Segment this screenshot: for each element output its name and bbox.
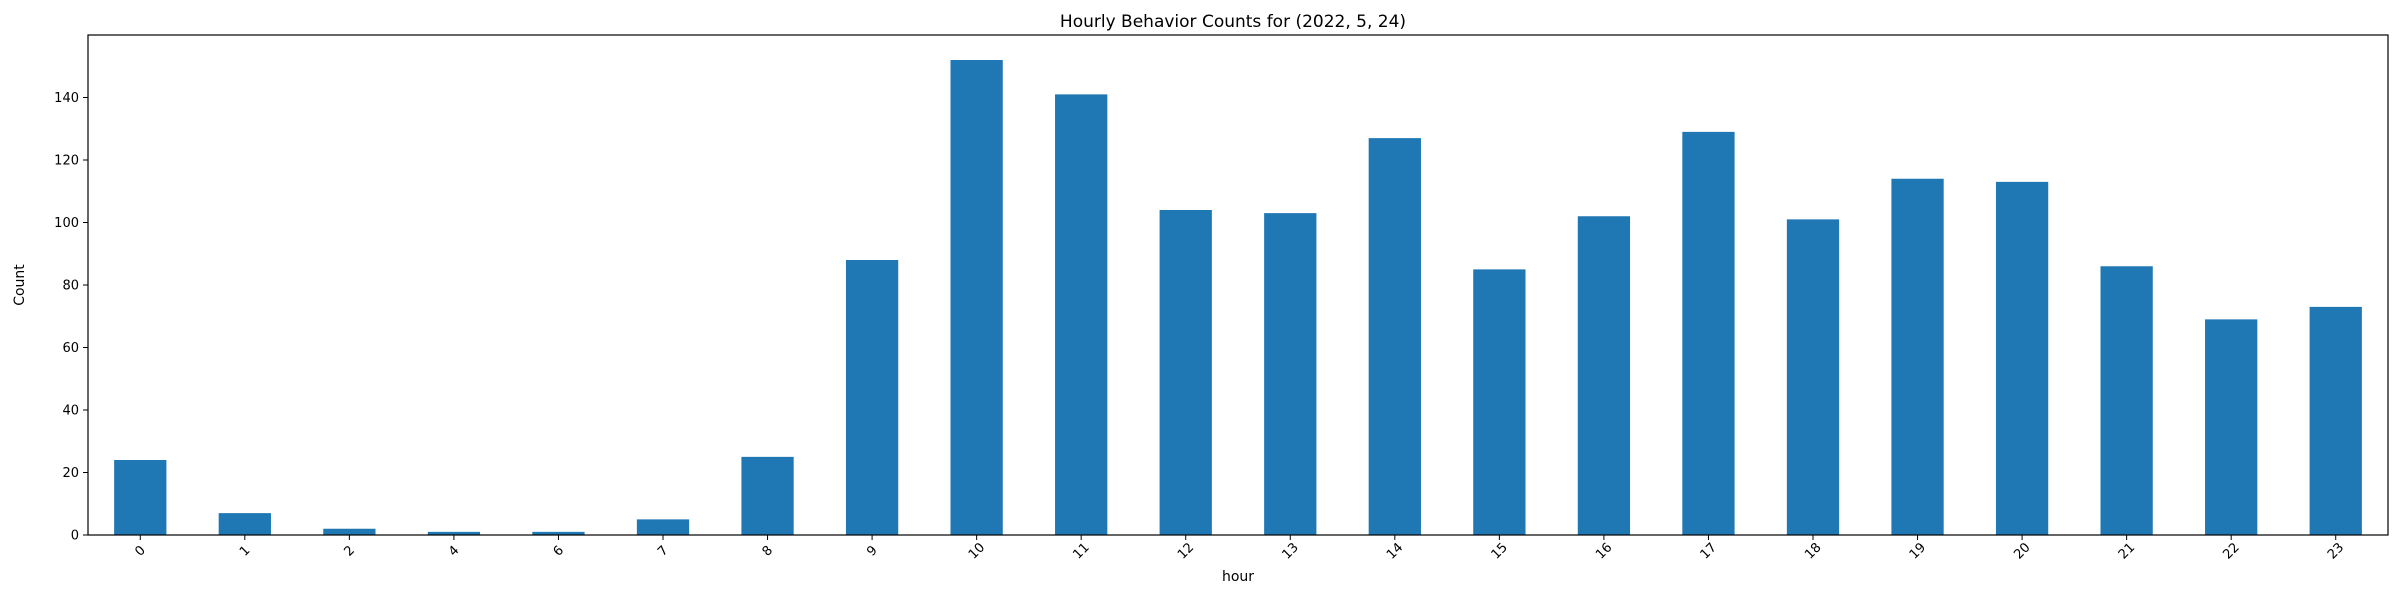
bar-hour-1 xyxy=(218,513,271,535)
bar-hour-19 xyxy=(1891,178,1944,535)
x-tick-label: 10 xyxy=(966,540,988,562)
bar-hour-6 xyxy=(532,531,585,535)
plot-area xyxy=(114,60,2362,535)
x-tick-label: 12 xyxy=(1175,540,1197,562)
y-tick-label: 0 xyxy=(71,529,79,544)
bar-hour-18 xyxy=(1786,219,1840,535)
x-axis-label: hour xyxy=(1222,569,1254,585)
x-tick-label: 7 xyxy=(655,543,671,559)
bar-hour-10 xyxy=(950,60,1003,535)
x-tick-label: 18 xyxy=(1802,540,1824,562)
bar-hour-13 xyxy=(1264,213,1317,535)
x-tick-label: 21 xyxy=(2116,540,2138,562)
x-tick-label: 16 xyxy=(1593,540,1615,562)
bar-hour-12 xyxy=(1159,210,1212,535)
x-tick-label: 22 xyxy=(2220,540,2242,562)
x-tick-label: 9 xyxy=(864,543,880,559)
x-tick-label: 4 xyxy=(446,543,462,559)
x-tick-label: 20 xyxy=(2011,540,2033,562)
x-tick-label: 13 xyxy=(1279,540,1301,562)
bar-hour-7 xyxy=(636,519,690,535)
bar-hour-2 xyxy=(323,528,376,535)
y-tick-label: 20 xyxy=(62,466,79,481)
x-tick-label: 17 xyxy=(1698,540,1720,562)
x-tick-label: 6 xyxy=(551,543,567,559)
y-tick-label: 100 xyxy=(54,216,79,231)
y-tick-label: 80 xyxy=(62,279,79,294)
bar-hour-15 xyxy=(1473,269,1526,535)
y-axis-label: Count xyxy=(12,264,28,306)
x-tick-label: 1 xyxy=(237,543,253,559)
bar-hour-14 xyxy=(1368,138,1421,535)
x-axis-ticks: 0 1 2 4 6 7 8 9 10 11 12 13 14 15 16 17 18 19 20 21 22 23 xyxy=(132,535,2347,563)
bar-hour-22 xyxy=(2205,319,2258,535)
y-tick-label: 60 xyxy=(62,341,79,356)
bar-hour-8 xyxy=(741,456,794,535)
bar-hour-21 xyxy=(2100,266,2153,535)
bar-hour-17 xyxy=(1682,131,1735,535)
y-tick-label: 120 xyxy=(54,154,79,169)
x-tick-label: 8 xyxy=(760,543,776,559)
x-tick-label: 0 xyxy=(132,543,148,559)
chart-title: Hourly Behavior Counts for (2022, 5, 24) xyxy=(1060,12,1406,32)
bar-hour-11 xyxy=(1055,94,1108,535)
x-tick-label: 11 xyxy=(1070,540,1092,562)
y-tick-label: 140 xyxy=(54,91,79,106)
x-tick-label: 23 xyxy=(2325,540,2347,562)
bar-hour-23 xyxy=(2309,306,2362,535)
bar-hour-20 xyxy=(1995,181,2049,535)
bar-hour-9 xyxy=(845,260,899,535)
bar-hour-4 xyxy=(427,531,481,535)
x-tick-label: 19 xyxy=(1907,540,1929,562)
bar-hour-0 xyxy=(114,460,167,535)
y-axis-ticks: 0 20 40 60 80 100 120 140 xyxy=(54,91,88,544)
x-tick-label: 2 xyxy=(341,543,357,559)
y-tick-label: 40 xyxy=(62,404,79,419)
x-tick-label: 14 xyxy=(1384,540,1406,562)
bar-hour-16 xyxy=(1577,216,1631,535)
x-tick-label: 15 xyxy=(1489,540,1511,562)
